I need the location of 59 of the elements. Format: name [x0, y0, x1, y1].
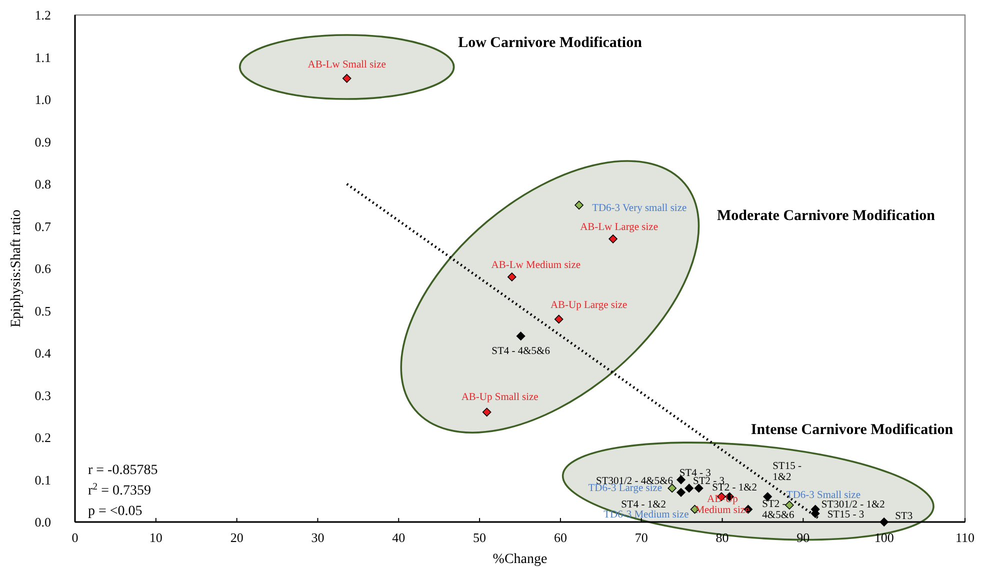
point	[482, 408, 492, 417]
y-tick-label: 1.0	[34, 92, 51, 108]
point	[785, 500, 794, 510]
point	[574, 200, 584, 210]
point	[676, 475, 686, 484]
y-tick-label: 0.3	[34, 388, 51, 403]
annotation: TD6-3 Very small size	[592, 204, 687, 215]
x-tick-label: 50	[473, 530, 486, 545]
annotation: ST3	[895, 511, 913, 522]
y-tick-label: 0.7	[34, 218, 52, 234]
annotation: ST301/2 - 1&2	[821, 500, 885, 511]
annotation: AB-Up Large size	[550, 300, 628, 312]
y-tick-label: 0.8	[34, 176, 51, 192]
point	[608, 234, 618, 244]
x-tick-label: 30	[311, 530, 324, 545]
annotation: TD6-3 Small size	[786, 490, 861, 502]
y-tick-label: 0.6	[34, 261, 52, 276]
y-tick-label: 0.0	[34, 514, 51, 530]
annotation: AB-Up Small size	[461, 392, 539, 404]
annotation: r$^{2}$ = 0.7359	[88, 481, 151, 498]
annotation: ST2 - 4&5&6	[762, 499, 794, 522]
annotation: ST15 - 3	[827, 510, 864, 521]
annotation: ST2 - 1&2	[712, 483, 758, 494]
annotation: Intense Carnivore Modification	[750, 422, 954, 438]
annotation: AB-Lw Small size	[308, 60, 386, 71]
annotation: ST15 - 1&2	[772, 462, 802, 484]
x-tick-label: 20	[230, 530, 244, 545]
y-tick-label: 0.4	[34, 346, 52, 361]
annotation: Low Carnivore Modification	[458, 35, 643, 51]
annotation: ST4 - 1&2	[621, 500, 666, 511]
x-tick-label: 60	[554, 530, 567, 545]
y-tick-label: 0.2	[34, 430, 51, 446]
point	[516, 332, 526, 340]
x-tick-label: 110	[955, 530, 975, 545]
y-tick-label: 0.1	[34, 472, 51, 488]
point	[684, 484, 694, 493]
point	[508, 272, 516, 282]
annotation: ST4 - 4&5&6	[492, 346, 550, 358]
y-tick-label: 1.2	[34, 8, 51, 23]
x-tick-label: 100	[874, 530, 894, 545]
x-axis-title: %Change	[492, 552, 548, 567]
point	[554, 314, 564, 324]
point	[880, 518, 888, 526]
x-tick-label: 10	[149, 530, 162, 545]
y-tick-label: 0.9	[34, 134, 51, 150]
x-tick-label: 40	[392, 530, 406, 545]
y-axis-title: Epiphysis:Shaft ratio	[9, 210, 24, 328]
annotation: r = -0.85785	[88, 463, 158, 478]
point	[342, 74, 352, 83]
y-tick-label: 0.5	[34, 303, 51, 318]
annotation: p = <0.05	[88, 504, 142, 519]
annotation: Moderate Carnivore Modification	[716, 208, 936, 224]
annotation: AB-Lw Medium size	[491, 260, 581, 272]
point	[676, 488, 686, 497]
annotation: AB-Lw Large size	[580, 222, 658, 234]
y-tick-label: 1.1	[34, 50, 51, 65]
point	[668, 484, 677, 493]
x-tick-label: 0	[72, 530, 78, 545]
x-tick-label: 70	[634, 530, 648, 545]
